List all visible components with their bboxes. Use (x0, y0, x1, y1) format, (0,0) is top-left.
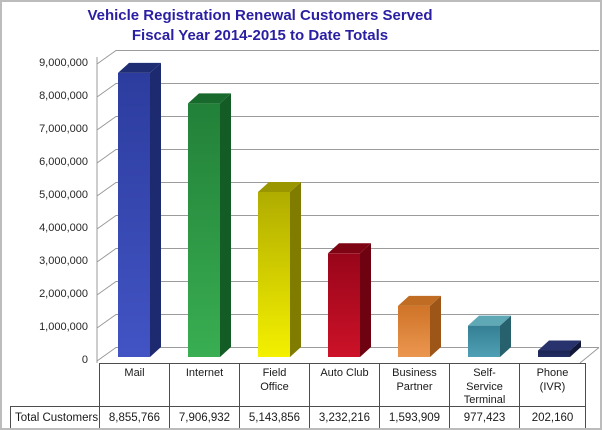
table-row-header: Total Customers (10, 406, 100, 428)
bar-mail (118, 62, 161, 357)
bar-business-partner (398, 295, 441, 357)
value-cell-self-service-terminal: 977,423 (449, 406, 520, 428)
bar-phone-ivr (538, 340, 581, 357)
gridline (96, 248, 599, 263)
category-cell-mail: Mail (99, 363, 170, 407)
gridline (96, 215, 599, 230)
chart-title: Vehicle Registration Renewal Customers S… (2, 6, 518, 46)
y-axis-tick-label: 0 (81, 354, 88, 366)
floor-right-edge (579, 347, 600, 364)
gridline (96, 83, 599, 98)
gridline (96, 149, 599, 164)
y-axis-tick-label: 9,000,000 (39, 57, 88, 69)
chart-title-line2: Fiscal Year 2014-2015 to Date Totals (131, 27, 389, 44)
value-cell-auto-club: 3,232,216 (309, 406, 380, 428)
bar-internet (188, 93, 231, 358)
category-cell-phone-ivr: Phone (IVR) (519, 363, 586, 407)
bar-self-service-terminal (468, 315, 511, 357)
y-axis-tick-label: 3,000,000 (39, 255, 88, 267)
y-axis-tick-label: 6,000,000 (39, 156, 88, 168)
category-cell-self-service-terminal: Self- Service Terminal (449, 363, 520, 407)
y-axis-tick-label: 8,000,000 (39, 90, 88, 102)
y-axis-tick-label: 2,000,000 (39, 288, 88, 300)
category-cell-business-partner: Business Partner (379, 363, 450, 407)
value-cell-phone-ivr: 202,160 (519, 406, 586, 428)
gridline (96, 116, 599, 131)
y-axis-tick-label: 1,000,000 (39, 321, 88, 333)
value-cell-internet: 7,906,932 (169, 406, 240, 428)
y-axis-tick-label: 4,000,000 (39, 222, 88, 234)
gridline (96, 50, 599, 65)
y-axis-tick-label: 5,000,000 (39, 189, 88, 201)
value-cell-field-office: 5,143,856 (239, 406, 310, 428)
gridline (96, 281, 599, 296)
bar-field-office (258, 181, 301, 357)
category-cell-field-office: Field Office (239, 363, 310, 407)
value-cell-business-partner: 1,593,909 (379, 406, 450, 428)
chart-title-line1: Vehicle Registration Renewal Customers S… (87, 7, 433, 24)
bar-auto-club (328, 243, 371, 357)
category-cell-internet: Internet (169, 363, 240, 407)
y-axis-tick-label: 7,000,000 (39, 123, 88, 135)
category-cell-auto-club: Auto Club (309, 363, 380, 407)
value-cell-mail: 8,855,766 (99, 406, 170, 428)
gridline (96, 182, 599, 197)
